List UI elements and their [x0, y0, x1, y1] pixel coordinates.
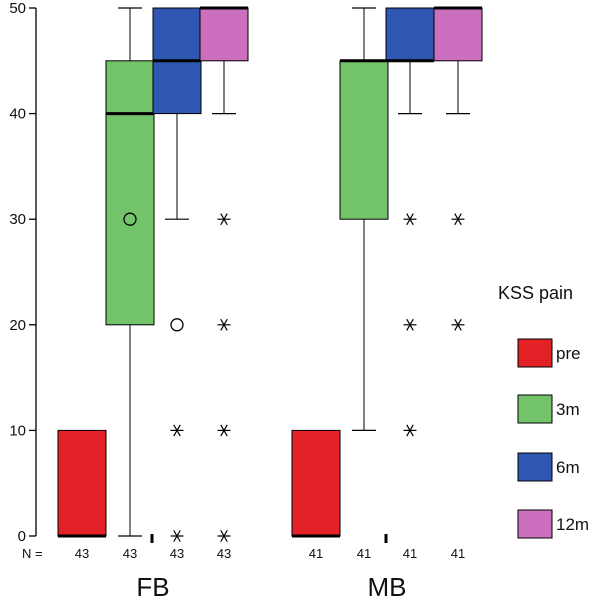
- extreme-stroke: [220, 530, 228, 542]
- box-fb-3m: [105, 7, 155, 537]
- extreme-stroke: [454, 213, 462, 226]
- extreme-stroke: [220, 213, 228, 226]
- group-label-fb: FB: [136, 572, 169, 602]
- n-count-label: 43: [217, 546, 231, 561]
- plot-area: [57, 6, 483, 543]
- extreme-stroke: [220, 424, 228, 437]
- n-count-label: 41: [451, 546, 465, 561]
- extreme-stroke: [406, 424, 414, 437]
- group-label-mb: MB: [368, 572, 407, 602]
- extreme-stroke: [173, 530, 181, 542]
- box-body: [291, 429, 341, 537]
- box-body: [385, 7, 435, 62]
- box-body: [105, 60, 155, 326]
- n-count-label: 41: [357, 546, 371, 561]
- legend-swatch: [517, 394, 553, 424]
- extreme-stroke: [406, 318, 414, 331]
- legend-label: pre: [556, 344, 581, 363]
- extreme-marker: [217, 318, 231, 331]
- legend-item-12m: 12m: [517, 509, 589, 539]
- n-prefix-label: N =: [22, 546, 43, 561]
- extreme-marker: [217, 424, 231, 437]
- box-fb-pre: [57, 429, 107, 538]
- box-body: [199, 7, 249, 62]
- y-tick-label: 40: [9, 106, 26, 123]
- legend-item-pre: pre: [517, 338, 581, 368]
- outlier-marker: [170, 318, 184, 332]
- extreme-stroke: [406, 213, 414, 226]
- extreme-marker: [451, 213, 465, 226]
- y-tick-label: 50: [9, 0, 26, 17]
- legend-label: 3m: [556, 400, 580, 419]
- extreme-marker: [170, 530, 184, 542]
- box-fb-12m: [199, 6, 249, 542]
- box-mb-12m: [433, 6, 483, 331]
- x-axis-labels: N = 43 43 43 43 41 41 41 41 FB MB: [22, 546, 465, 602]
- legend-item-6m: 6m: [517, 452, 580, 482]
- n-count-label: 41: [403, 546, 417, 561]
- box-mb-pre: [291, 429, 341, 538]
- extreme-marker: [403, 213, 417, 226]
- extreme-stroke: [173, 424, 181, 437]
- extreme-stroke: [454, 318, 462, 331]
- extreme-marker: [403, 424, 417, 437]
- legend-swatch: [517, 338, 553, 368]
- n-count-label: 41: [309, 546, 323, 561]
- extreme-marker: [217, 213, 231, 226]
- extreme-marker: [451, 318, 465, 331]
- box-mb-6m: [385, 7, 435, 437]
- legend-swatch: [517, 452, 553, 482]
- x-gap-marker: [150, 534, 154, 543]
- y-tick-label: 0: [18, 528, 26, 545]
- legend-label: 12m: [556, 515, 589, 534]
- extreme-marker: [170, 424, 184, 437]
- legend-item-3m: 3m: [517, 394, 580, 424]
- box-body: [339, 60, 389, 220]
- box-mb-3m: [339, 7, 389, 431]
- n-count-label: 43: [123, 546, 137, 561]
- n-count-label: 43: [75, 546, 89, 561]
- legend: KSS pain pre 3m 6m 12m: [498, 283, 589, 539]
- n-count-label: 43: [170, 546, 184, 561]
- y-tick-label: 20: [9, 317, 26, 334]
- box-fb-6m: [152, 7, 202, 542]
- x-gap-marker: [384, 534, 388, 543]
- legend-label: 6m: [556, 458, 580, 477]
- outlier-marker: [123, 212, 137, 226]
- y-tick-label: 30: [9, 211, 26, 228]
- box-body: [433, 7, 483, 62]
- y-axis: 0 10 20 30 40 50: [9, 0, 37, 545]
- extreme-marker: [217, 530, 231, 542]
- extreme-marker: [403, 318, 417, 331]
- legend-swatch: [517, 509, 553, 539]
- extreme-stroke: [220, 318, 228, 331]
- legend-title: KSS pain: [498, 283, 573, 303]
- box-body: [57, 429, 107, 537]
- y-tick-label: 10: [9, 422, 26, 439]
